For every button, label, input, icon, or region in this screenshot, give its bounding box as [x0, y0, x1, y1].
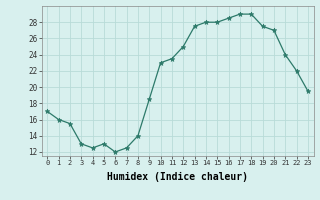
- X-axis label: Humidex (Indice chaleur): Humidex (Indice chaleur): [107, 172, 248, 182]
